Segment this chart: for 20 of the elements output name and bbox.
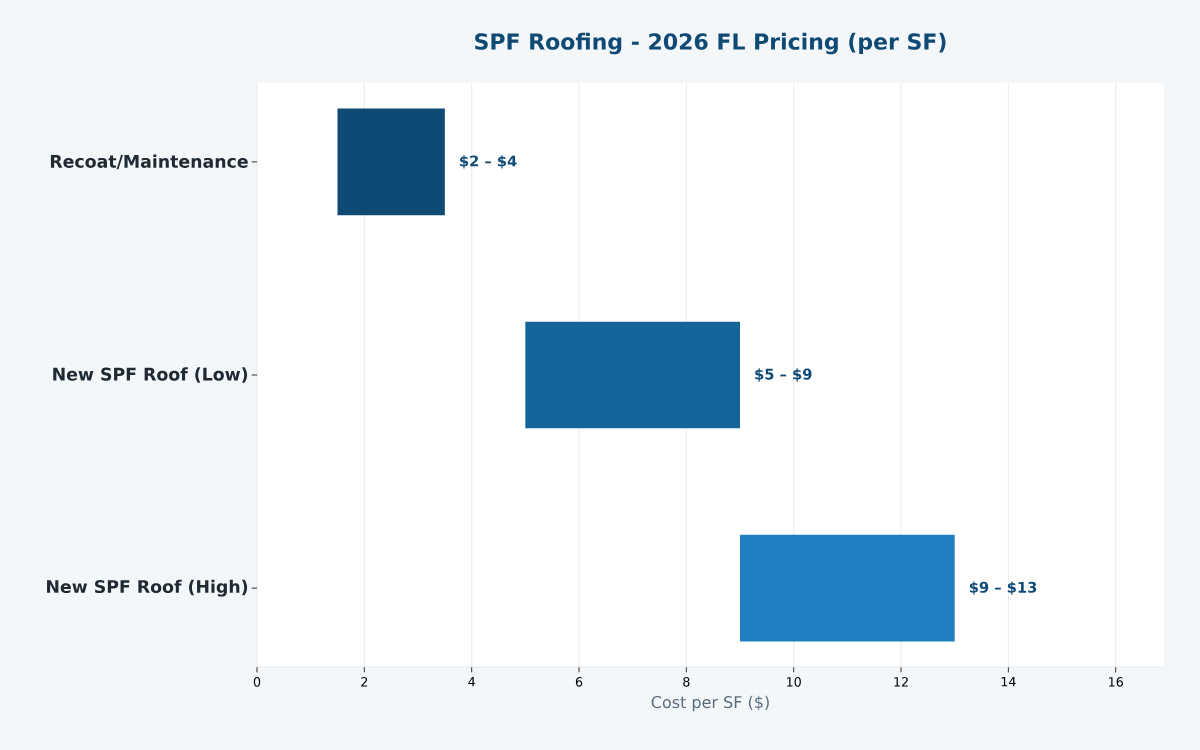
x-tick-label: 2 <box>361 677 368 687</box>
x-tick-label: 0 <box>253 677 261 687</box>
x-tick-label: 10 <box>787 677 801 687</box>
x-tick-label: 8 <box>683 677 690 687</box>
bar <box>525 321 741 429</box>
x-tick-label: 4 <box>468 677 476 687</box>
y-tick-label: New SPF Roof (Low) <box>53 367 248 383</box>
x-tick-label: 6 <box>575 677 583 687</box>
y-tick-label: Recoat/Maintenance <box>50 154 248 170</box>
annotation: $5 – $9 <box>755 368 812 382</box>
annotation: $9 – $13 <box>969 581 1037 595</box>
annotation: $2 – $4 <box>460 155 517 169</box>
x-tick-label: 14 <box>1001 677 1016 687</box>
x-tick-label: 12 <box>894 677 908 687</box>
y-tick-label: New SPF Roof (High) <box>47 579 248 597</box>
chart-title: SPF Roofing - 2026 FL Pricing (per SF) <box>475 32 946 55</box>
bar <box>740 534 955 642</box>
bar <box>337 108 445 216</box>
x-tick-label: 16 <box>1109 677 1123 687</box>
x-axis-title: Cost per SF ($) <box>651 695 769 712</box>
